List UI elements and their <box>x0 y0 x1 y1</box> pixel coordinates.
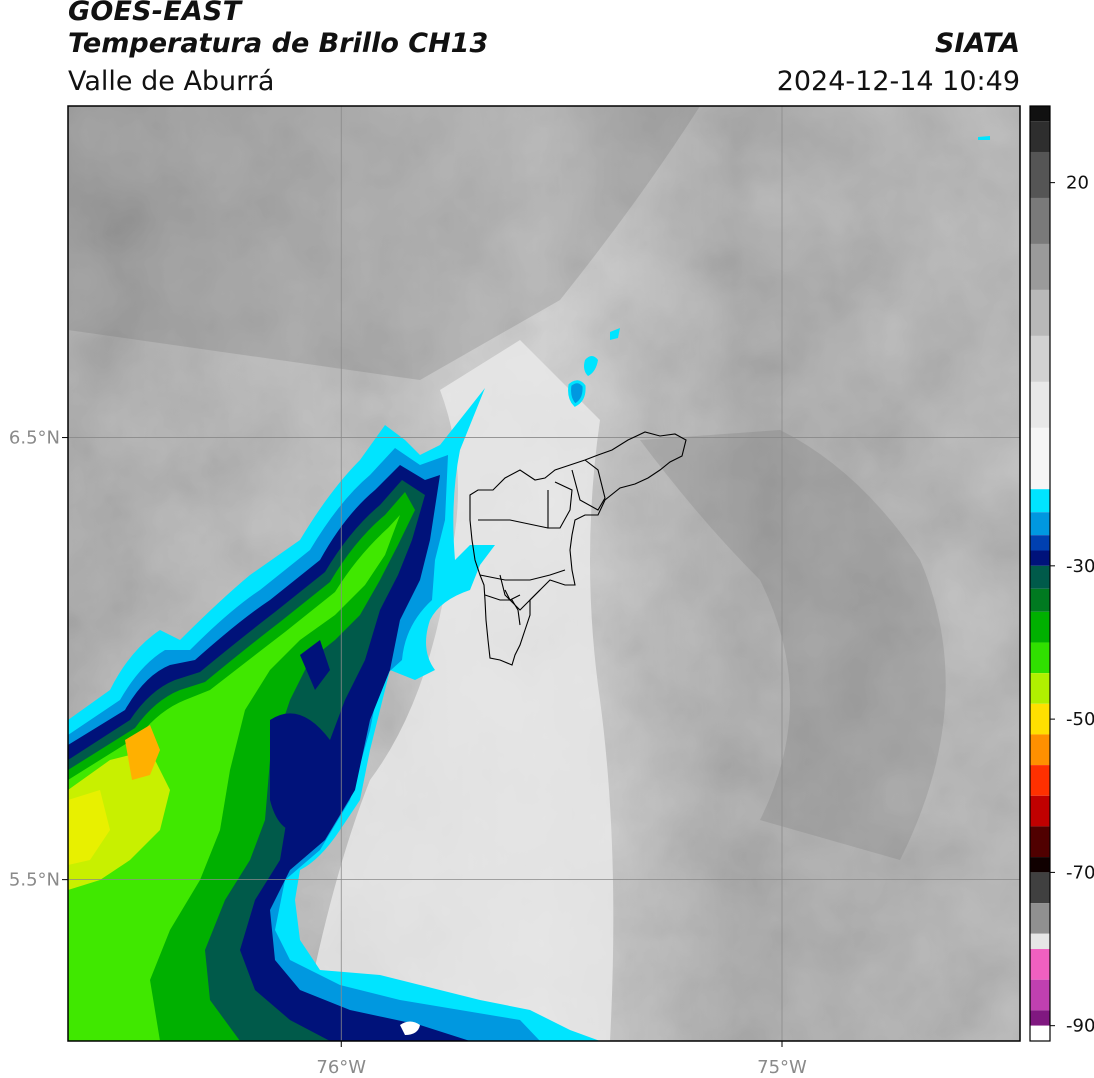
municipal-boundaries <box>469 431 687 666</box>
colorbar <box>1030 106 1050 1041</box>
colorbar-segment <box>1030 550 1050 566</box>
colorbar-tick-label: -90 <box>1066 1016 1094 1037</box>
colorbar-segment <box>1030 427 1050 490</box>
storm-layer-yellow <box>68 790 110 865</box>
agency-label: SIATA <box>934 28 1020 59</box>
boundary-sabaneta <box>484 594 521 626</box>
colorbar-segment <box>1030 588 1050 612</box>
eastern-dark-clouds <box>640 430 946 860</box>
colorbar-tick-label: -50 <box>1066 709 1094 730</box>
warm-hole <box>400 1021 420 1035</box>
colorbar-segment <box>1030 765 1050 796</box>
colorbar-segment <box>1030 933 1050 950</box>
lat-tick-label: 6.5°N <box>9 428 60 449</box>
colorbar-tick-label: -30 <box>1066 556 1094 577</box>
colorbar-segment <box>1030 872 1050 904</box>
aburra-outline <box>469 431 687 666</box>
boundary-copacabana <box>571 459 606 511</box>
storm-cell-blue <box>300 640 330 690</box>
colorbar-segment <box>1030 512 1050 536</box>
bright-cloud-band <box>300 340 614 1041</box>
storm-layer-yellow-green <box>68 750 170 890</box>
small-cell-4 <box>978 136 990 140</box>
boundary-medellin-north <box>478 519 549 529</box>
product-title: Temperatura de Brillo CH13 <box>68 28 489 59</box>
small-cell-2 <box>584 356 598 376</box>
upper-dark-clouds <box>68 106 700 380</box>
storm-core-deep-blue <box>270 713 333 832</box>
colorbar-segment <box>1030 243 1050 290</box>
colorbar-segment <box>1030 106 1050 122</box>
colorbar-segment <box>1030 1010 1050 1026</box>
colorbar-segment <box>1030 121 1050 152</box>
colorbar-ticks: 20 -30 -50 -70 -90 <box>1050 173 1094 1037</box>
colorbar-segment <box>1030 949 1050 980</box>
longitude-ticks: 76°W 75°W <box>316 1041 807 1078</box>
colorbar-segment <box>1030 734 1050 766</box>
colorbar-segment <box>1030 489 1050 513</box>
colorbar-tick-label: 20 <box>1066 173 1089 194</box>
colorbar-segment <box>1030 1025 1050 1041</box>
storm-core-orange <box>125 725 160 780</box>
colorbar-segment <box>1030 642 1050 674</box>
colorbar-segment <box>1030 197 1050 244</box>
colorbar-segment <box>1030 857 1050 873</box>
colorbar-segment <box>1030 335 1050 382</box>
colorbar-segment <box>1030 381 1050 428</box>
colorbar-segment <box>1030 673 1050 704</box>
storm-layer-lime <box>68 515 400 1041</box>
map-frame <box>67 105 1021 1042</box>
boundary-medellin-south <box>479 569 566 581</box>
lat-tick-label: 5.5°N <box>9 870 60 891</box>
lon-tick-label: 75°W <box>757 1057 807 1078</box>
colorbar-tick-label: -70 <box>1066 862 1094 883</box>
region-subtitle: Valle de Aburrá <box>68 66 275 97</box>
small-cell-1 <box>568 380 586 407</box>
lon-tick-label: 76°W <box>316 1057 366 1078</box>
latitude-ticks: 6.5°N 5.5°N <box>9 428 68 891</box>
colorbar-segment <box>1030 903 1050 934</box>
colorbar-segment <box>1030 795 1050 827</box>
colorbar-segment <box>1030 565 1050 589</box>
satellite-title: GOES-EAST <box>68 0 242 27</box>
small-cell-3 <box>610 328 620 340</box>
gridlines <box>68 106 1020 1041</box>
colorbar-segment <box>1030 979 1050 1011</box>
colorbar-segment <box>1030 703 1050 735</box>
satellite-image <box>68 106 1020 1041</box>
colorbar-segment <box>1030 151 1050 198</box>
colorbar-segment <box>1030 826 1050 858</box>
colorbar-frame <box>1029 105 1051 1042</box>
colorbar-segment <box>1030 289 1050 336</box>
colorbar-segment <box>1030 535 1050 551</box>
colorbar-segment <box>1030 611 1050 643</box>
datetime-label: 2024-12-14 10:49 <box>776 66 1020 97</box>
boundary-itagui <box>504 589 521 601</box>
boundary-bello <box>547 481 573 529</box>
boundary-envigado <box>499 574 541 611</box>
